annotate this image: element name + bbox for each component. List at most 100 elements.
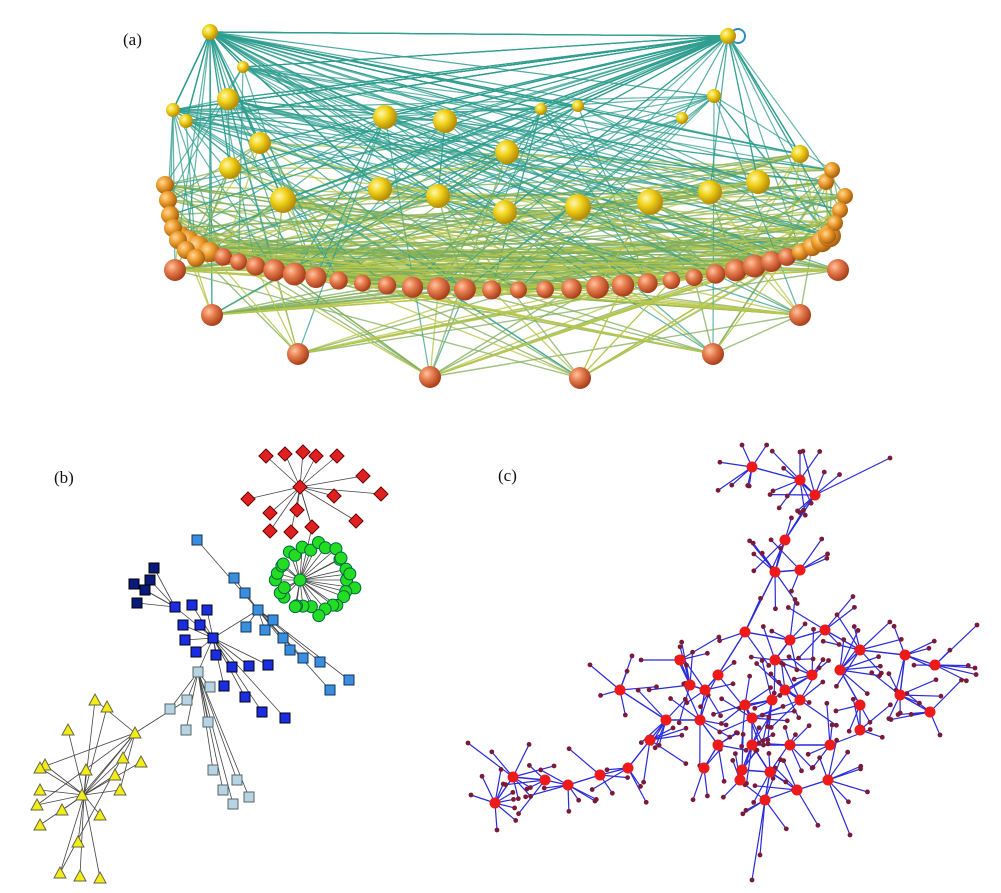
- leaf-node: [679, 732, 685, 738]
- edge: [153, 567, 176, 608]
- edge: [299, 455, 317, 488]
- node: [698, 180, 722, 204]
- leaf-node: [721, 778, 727, 784]
- edge: [172, 35, 729, 111]
- node: [179, 114, 193, 128]
- leaf-node: [826, 658, 831, 663]
- edge: [721, 698, 753, 719]
- leaf-node: [513, 818, 519, 823]
- node: [493, 200, 517, 224]
- diamond-node: [373, 486, 389, 502]
- edge: [826, 703, 831, 746]
- edge: [799, 246, 813, 316]
- leaf-node: [834, 612, 840, 618]
- hub-node: [539, 774, 551, 786]
- node: [329, 271, 348, 290]
- square-node: [207, 632, 219, 644]
- edge: [839, 630, 859, 671]
- edge: [177, 31, 211, 241]
- leaf-node: [624, 668, 630, 674]
- edge: [297, 116, 386, 355]
- edge: [444, 35, 729, 122]
- square-node: [210, 649, 222, 661]
- leaf-node: [598, 693, 603, 698]
- edge: [242, 66, 772, 263]
- edge: [512, 744, 530, 778]
- leaf-node: [834, 683, 839, 689]
- edge: [717, 631, 746, 676]
- square-node: [252, 604, 264, 616]
- leaf-node: [911, 662, 917, 668]
- edge: [717, 674, 745, 708]
- leaf-node: [479, 773, 485, 779]
- edge: [751, 710, 795, 719]
- edge: [717, 466, 753, 491]
- edge: [247, 486, 301, 500]
- hub-node: [739, 699, 751, 711]
- leaf-node: [743, 807, 749, 813]
- hub-node: [822, 774, 834, 786]
- edge: [827, 751, 849, 781]
- circle-node: [337, 590, 351, 604]
- leaf-node: [551, 763, 557, 769]
- circle-node: [304, 543, 318, 557]
- circle-node: [288, 548, 302, 562]
- triangle-node: [33, 760, 47, 774]
- triangle-node: [75, 787, 89, 801]
- edge: [591, 767, 629, 791]
- leaf-node: [784, 718, 790, 724]
- leaf-node: [500, 781, 506, 787]
- node: [482, 280, 502, 300]
- node: [202, 24, 218, 40]
- edge: [512, 765, 555, 778]
- panel-a-3d-network: [156, 24, 853, 389]
- edge: [134, 699, 188, 734]
- edge: [177, 181, 759, 241]
- edge: [727, 35, 801, 155]
- edge: [782, 664, 801, 701]
- square-node: [186, 599, 198, 611]
- edge: [209, 31, 683, 119]
- leaf-node: [891, 623, 897, 629]
- leaf-node: [690, 649, 695, 655]
- edge: [744, 631, 770, 666]
- leaf-node: [904, 691, 910, 696]
- square-node: [284, 644, 296, 656]
- triangle-node: [100, 699, 114, 713]
- hub-node: [746, 739, 758, 751]
- leaf-node: [780, 662, 786, 667]
- edge: [196, 539, 259, 611]
- edge: [429, 314, 801, 378]
- edge: [164, 184, 714, 355]
- leaf-node: [677, 644, 683, 650]
- diamond-node: [348, 513, 364, 529]
- hub-node: [712, 739, 724, 751]
- leaf-node: [773, 606, 778, 612]
- leaf-node: [847, 832, 853, 838]
- leaf-node: [794, 667, 800, 673]
- node: [746, 170, 770, 194]
- leaf-node: [802, 512, 808, 518]
- leaf-node: [684, 662, 689, 668]
- edge: [839, 665, 881, 671]
- hub-node: [794, 694, 806, 706]
- edge: [195, 35, 729, 259]
- node: [229, 253, 248, 271]
- edge: [197, 671, 224, 791]
- leaf-node: [833, 722, 839, 728]
- diamond-node: [308, 448, 324, 464]
- diamond-node: [295, 444, 311, 460]
- edge: [814, 457, 891, 496]
- circle-node: [288, 600, 302, 614]
- leaf-node: [858, 763, 864, 769]
- node: [166, 103, 180, 117]
- square-node: [207, 764, 219, 776]
- hub-node: [712, 669, 724, 681]
- edge: [299, 486, 382, 495]
- node: [246, 256, 266, 276]
- hub-node: [694, 714, 706, 726]
- edge: [293, 116, 386, 275]
- leaf-node: [789, 588, 794, 594]
- leaf-node: [510, 789, 516, 795]
- leaf-node: [852, 604, 857, 610]
